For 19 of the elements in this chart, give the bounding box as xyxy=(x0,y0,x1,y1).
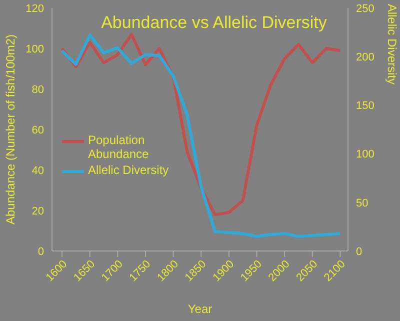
y2-tick-label: 200 xyxy=(356,52,374,64)
x-axis-title: Year xyxy=(188,302,212,316)
y2-tick-label: 100 xyxy=(356,148,374,161)
y-tick-label: 100 xyxy=(26,43,44,56)
y-tick-label: 40 xyxy=(32,164,44,177)
y-tick-label: 80 xyxy=(32,84,44,96)
y-tick-label: 120 xyxy=(26,2,44,15)
y2-axis-title: Allelic Diversity xyxy=(384,4,399,84)
y2-tick-label: 250 xyxy=(356,2,374,15)
y2-tick-label: 50 xyxy=(356,197,368,210)
chart-title: Abundance vs Allelic Diversity xyxy=(101,13,328,32)
y-tick-label: 60 xyxy=(32,124,44,136)
y-tick-label: 0 xyxy=(38,246,44,258)
y-axis-title: Abundance (Number of fish/100m2) xyxy=(3,34,18,224)
legend-label: Population Abundance xyxy=(88,133,150,161)
y2-tick-label: 150 xyxy=(356,100,374,112)
legend-label: Allelic Diversity xyxy=(88,163,170,177)
y2-tick-label: 0 xyxy=(356,246,362,258)
y-tick-label: 20 xyxy=(32,205,44,218)
